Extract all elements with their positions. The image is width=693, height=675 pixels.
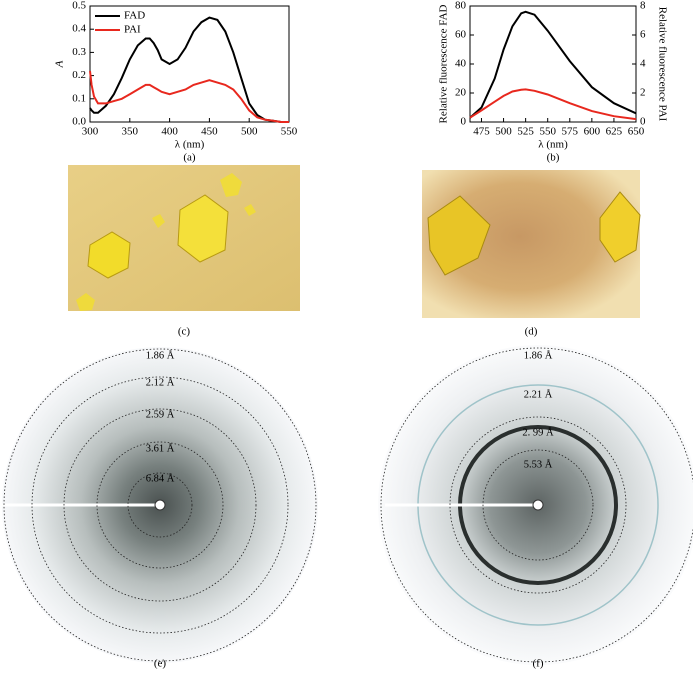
- x-axis-label: λ (nm): [175, 139, 205, 151]
- y2-tick-label: 6: [640, 29, 646, 41]
- y2-tick-label: 0: [640, 116, 646, 128]
- y-axis-label: A: [54, 60, 66, 68]
- ring-label: 2.59 Å: [146, 408, 175, 420]
- x-tick-label: 500: [495, 126, 512, 138]
- diffraction-e: [0, 347, 318, 663]
- caption: (a): [183, 152, 196, 164]
- y-tick-label: 0.1: [72, 92, 86, 104]
- ring-label: 3.61 Å: [146, 442, 175, 454]
- x-tick-label: 575: [562, 126, 579, 138]
- y-axis-label: Relative fluorescence FAD: [438, 4, 450, 123]
- caption-d: (d): [525, 326, 538, 338]
- y2-axis-label: Relative fluorescence PAI: [656, 7, 668, 122]
- legend-label: FAD: [124, 10, 145, 22]
- crystals-d: [427, 191, 641, 276]
- y-tick-label: 0.5: [72, 0, 86, 12]
- ring-label: 2.21 Å: [524, 388, 553, 400]
- caption-e: (e): [154, 658, 167, 670]
- diffraction-f: [378, 345, 693, 665]
- y2-tick-label: 4: [640, 58, 646, 70]
- ring-label: 5.53 Å: [524, 458, 553, 470]
- ring-label: 1.86 Å: [524, 349, 553, 361]
- y-tick-label: 20: [455, 87, 467, 99]
- x-tick-label: 475: [473, 126, 490, 138]
- caption: (b): [547, 152, 560, 164]
- legend-label: PAI: [124, 24, 141, 36]
- crystals-c: [76, 173, 256, 311]
- ring-label: 2. 99 Å: [522, 426, 554, 438]
- y-tick-label: 60: [455, 29, 467, 41]
- y-tick-label: 80: [455, 0, 467, 12]
- y-tick-label: 0.4: [72, 23, 86, 35]
- x-tick-label: 625: [606, 126, 623, 138]
- y2-tick-label: 8: [640, 0, 646, 12]
- y-tick-label: 0.2: [72, 69, 86, 81]
- x-tick-label: 550: [281, 126, 298, 138]
- ring-label: 1.86 Å: [146, 349, 175, 361]
- x-tick-label: 600: [584, 126, 601, 138]
- caption-c: (c): [178, 326, 191, 338]
- ring-label: 2.12 Å: [146, 376, 175, 388]
- series-line: [469, 88, 637, 121]
- plot-frame: [89, 5, 290, 123]
- y-tick-label: 0.0: [72, 116, 86, 128]
- ring-label: 6.84 Å: [146, 472, 175, 484]
- series-line: [89, 70, 289, 123]
- x-tick-label: 500: [241, 126, 258, 138]
- x-tick-label: 525: [517, 126, 534, 138]
- series-line: [89, 16, 289, 123]
- x-tick-label: 400: [161, 126, 178, 138]
- x-tick-label: 300: [82, 126, 99, 138]
- x-tick-label: 350: [122, 126, 139, 138]
- y-tick-label: 0.3: [72, 46, 86, 58]
- y-tick-label: 0: [461, 116, 467, 128]
- x-tick-label: 450: [201, 126, 218, 138]
- x-tick-label: 650: [628, 126, 645, 138]
- series-line: [469, 10, 637, 119]
- x-tick-label: 550: [539, 126, 556, 138]
- y2-tick-label: 2: [640, 87, 646, 99]
- x-axis-label: λ (nm): [538, 139, 568, 151]
- y-tick-label: 40: [455, 58, 467, 70]
- caption-f: (f): [533, 658, 544, 670]
- plot-frame: [469, 5, 637, 123]
